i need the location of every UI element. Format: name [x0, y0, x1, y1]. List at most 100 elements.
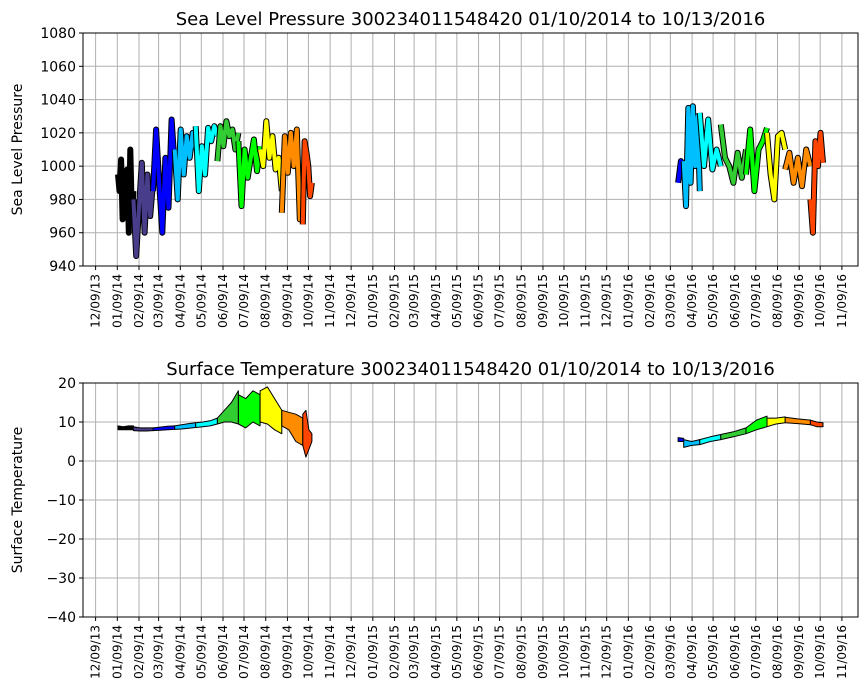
x-tick-label: 04/09/16 [685, 625, 699, 679]
x-tick-label: 06/09/16 [728, 274, 742, 328]
y-tick-label: 10 [58, 415, 76, 431]
y-tick-label: 980 [49, 192, 76, 208]
x-tick-label: 06/09/15 [472, 274, 486, 328]
data-segment [766, 416, 786, 428]
data-segment [677, 437, 685, 442]
y-tick-label: 20 [58, 376, 76, 392]
x-tick-label: 02/09/15 [388, 274, 402, 328]
x-tick-label: 07/09/14 [237, 625, 251, 679]
x-tick-label: 08/09/16 [770, 625, 784, 679]
x-tick-label: 09/09/14 [280, 625, 294, 679]
x-tick-label: 01/09/16 [621, 274, 635, 328]
x-tick-label: 11/09/14 [323, 274, 337, 328]
x-tick-label: 03/09/14 [152, 274, 166, 328]
data-segment [117, 425, 134, 431]
data-segment [259, 386, 283, 435]
x-tick-label: 12/09/15 [600, 625, 614, 679]
data-segment [281, 409, 304, 446]
x-tick-label: 09/09/15 [536, 625, 550, 679]
x-tick-label: 01/09/16 [621, 625, 635, 679]
x-tick-label: 07/09/16 [749, 274, 763, 328]
x-tick-label: 12/09/13 [89, 625, 103, 679]
data-segment [744, 127, 769, 194]
x-tick-label: 04/09/15 [429, 274, 443, 328]
data-segment [132, 426, 154, 432]
y-tick-label: 1060 [40, 59, 76, 75]
x-tick-label: 05/09/14 [194, 274, 208, 328]
data-segment [699, 434, 722, 446]
x-tick-label: 10/09/15 [557, 625, 571, 679]
x-tick-label: 09/09/16 [792, 625, 806, 679]
data-segment [131, 160, 155, 258]
x-tick-label: 11/09/15 [579, 274, 593, 328]
x-tick-label: 04/09/15 [429, 625, 443, 679]
x-tick-label: 02/09/14 [132, 625, 146, 679]
x-tick-label: 08/09/14 [259, 274, 273, 328]
data-segment [302, 409, 313, 458]
x-tick-label: 10/09/14 [301, 625, 315, 679]
x-tick-label: 11/09/16 [835, 625, 849, 679]
y-tick-label: −30 [46, 571, 76, 587]
x-tick-label: 08/09/15 [514, 625, 528, 679]
x-tick-label: 09/09/15 [536, 274, 550, 328]
x-tick-label: 05/09/16 [706, 625, 720, 679]
x-tick-label: 07/09/14 [237, 274, 251, 328]
x-tick-label: 08/09/14 [259, 625, 273, 679]
data-segment [718, 124, 748, 185]
x-tick-label: 12/09/14 [344, 274, 358, 328]
x-tick-label: 10/09/14 [301, 274, 315, 328]
y-tick-label: −10 [46, 493, 76, 509]
x-tick-label: 12/09/13 [89, 274, 103, 328]
data-segment [237, 390, 261, 429]
x-tick-label: 02/09/14 [132, 274, 146, 328]
chart-title: Sea Level Pressure 300234011548420 01/10… [176, 9, 766, 30]
x-tick-label: 09/09/14 [280, 274, 294, 328]
x-tick-label: 07/09/15 [493, 274, 507, 328]
data-segment [172, 127, 198, 202]
x-tick-label: 06/09/15 [472, 625, 486, 679]
chart-surface-temperature: 12/09/13 01/09/14 02/09/14 03/09/14 04/09/14… [10, 359, 859, 679]
data-segment [697, 112, 723, 172]
x-tick-label: 12/09/14 [344, 625, 358, 679]
x-tick-label: 11/09/14 [323, 625, 337, 679]
x-tick-label: 03/09/16 [663, 274, 677, 328]
x-tick-label: 05/09/14 [194, 625, 208, 679]
x-tick-label: 04/09/14 [173, 625, 187, 679]
chart-sea-level-pressure: 12/09/13 01/09/14 02/09/14 03/09/14 04/09/14… [10, 9, 859, 328]
x-tick-label: 08/09/15 [514, 274, 528, 328]
data-segment [809, 419, 824, 428]
y-axis-label: Surface Temperature [10, 427, 26, 573]
x-tick-label: 06/09/16 [728, 625, 742, 679]
y-axis-label: Sea Level Pressure [10, 84, 26, 216]
chart-title: Surface Temperature 300234011548420 01/1… [166, 359, 775, 380]
data-segment [681, 104, 702, 209]
plot-frame [82, 32, 859, 267]
x-tick-label: 03/09/15 [407, 625, 421, 679]
x-tick-label: 10/09/16 [813, 625, 827, 679]
y-tick-label: 0 [67, 454, 76, 470]
data-segment [720, 427, 747, 441]
x-tick-label: 02/09/15 [388, 625, 402, 679]
x-tick-label: 02/09/16 [643, 625, 657, 679]
data-segment [808, 130, 825, 235]
data-segment [279, 127, 305, 222]
data-segment [193, 124, 220, 194]
x-tick-label: 01/09/14 [110, 625, 124, 679]
x-tick-label: 03/09/15 [407, 274, 421, 328]
x-tick-label: 02/09/16 [643, 274, 657, 328]
data-segment [116, 147, 136, 235]
data-segment [174, 422, 197, 430]
x-tick-label: 12/09/15 [600, 274, 614, 328]
x-tick-label: 11/09/16 [835, 274, 849, 328]
y-tick-label: 940 [49, 259, 76, 275]
x-tick-label: 10/09/15 [557, 274, 571, 328]
x-tick-label: 04/09/16 [685, 274, 699, 328]
data-segment [236, 137, 263, 209]
x-tick-label: 03/09/16 [663, 625, 677, 679]
data-segment [300, 139, 314, 225]
x-tick-label: 07/09/15 [493, 625, 507, 679]
x-tick-label: 05/09/15 [450, 274, 464, 328]
y-tick-label: −20 [46, 532, 76, 548]
x-tick-label: 01/09/15 [366, 625, 380, 679]
